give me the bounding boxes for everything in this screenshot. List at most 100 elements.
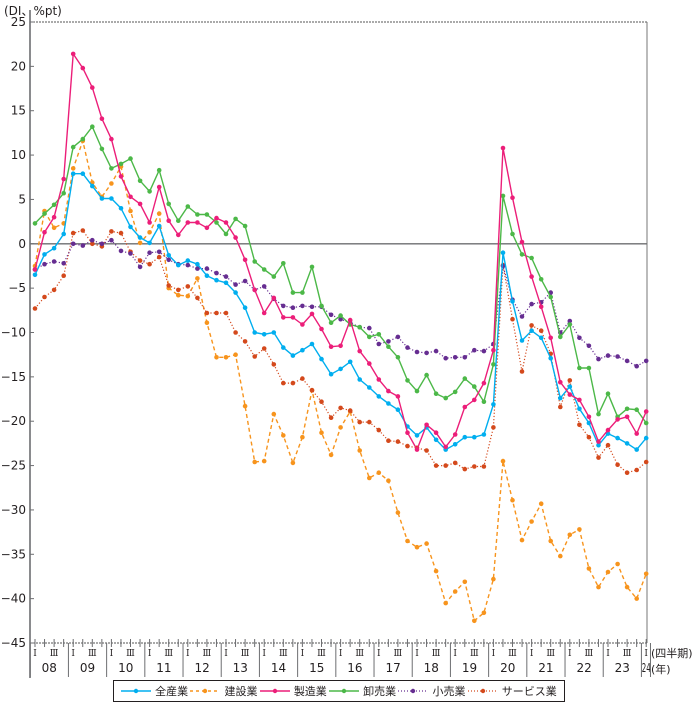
series-3 [32, 124, 649, 426]
data-point [558, 379, 563, 385]
data-point [367, 419, 372, 425]
data-point [42, 252, 47, 257]
data-point [128, 224, 133, 230]
data-point [414, 447, 420, 452]
data-point [42, 261, 47, 267]
data-point [261, 284, 267, 289]
data-point [443, 463, 449, 468]
data-point [596, 411, 601, 417]
data-point [51, 259, 57, 264]
data-point [42, 230, 47, 235]
data-point [300, 376, 305, 381]
data-point [118, 230, 124, 236]
data-point [472, 397, 477, 403]
year-label: 24 [642, 661, 651, 675]
y-tick-label: −10 [1, 326, 26, 340]
data-point [433, 348, 439, 354]
data-point [185, 220, 191, 225]
data-point [548, 294, 553, 300]
legend-swatch [329, 688, 360, 694]
data-point [328, 452, 334, 458]
data-point [519, 338, 525, 343]
data-point [204, 273, 210, 279]
series-line [34, 229, 647, 474]
year-label: 22 [576, 661, 591, 675]
data-point [32, 267, 38, 272]
data-point [643, 459, 649, 465]
data-point [319, 303, 324, 309]
data-point [309, 304, 315, 310]
data-point [118, 206, 124, 211]
data-point [309, 387, 315, 393]
year-label: 19 [462, 661, 477, 675]
quarter-label: Ⅲ [50, 649, 59, 659]
quarter-label: Ⅰ [110, 649, 114, 659]
year-label: 21 [538, 661, 553, 675]
data-point [328, 415, 334, 421]
data-point [309, 264, 315, 270]
data-point [137, 258, 143, 263]
legend-item-services: サービス業 [467, 683, 557, 699]
data-point [596, 584, 601, 590]
series-5 [32, 228, 649, 476]
series-2 [32, 51, 649, 452]
data-point [176, 232, 181, 238]
data-point [195, 276, 200, 281]
data-point [472, 434, 477, 440]
data-point [319, 326, 324, 332]
series-1 [32, 138, 649, 624]
data-point [405, 430, 410, 436]
data-point [414, 544, 420, 550]
quarter-label: Ⅲ [279, 649, 288, 659]
year-label: 08 [42, 661, 57, 675]
data-point [281, 345, 286, 350]
data-point [615, 462, 620, 468]
data-point [42, 294, 47, 300]
data-point [414, 433, 420, 438]
data-point [109, 237, 114, 243]
data-point [300, 434, 305, 440]
data-point [80, 243, 86, 248]
data-point [195, 266, 200, 271]
data-point [577, 406, 582, 412]
data-point [271, 362, 277, 367]
data-point [109, 136, 114, 142]
data-point [347, 317, 353, 323]
data-point [147, 240, 152, 246]
data-point [347, 359, 353, 365]
data-point [70, 166, 76, 171]
data-point [51, 202, 57, 208]
data-point [538, 304, 544, 310]
y-tick-label: −25 [1, 459, 26, 473]
data-point [643, 358, 649, 364]
data-point [519, 314, 525, 319]
data-point [634, 447, 639, 452]
data-point [510, 299, 515, 304]
data-point [519, 239, 525, 245]
data-point [481, 464, 487, 469]
year-label: 20 [500, 661, 515, 675]
y-tick-label: 25 [11, 15, 26, 29]
data-point [538, 277, 544, 282]
data-point [137, 201, 143, 207]
data-point [176, 287, 181, 293]
data-point [586, 566, 592, 571]
data-point [223, 220, 229, 225]
data-point [367, 325, 372, 331]
data-point [634, 467, 639, 473]
y-tick-label: −30 [1, 503, 26, 517]
legend-item-retail: 小売業 [398, 683, 465, 699]
year-label: 12 [194, 661, 209, 675]
data-point [424, 372, 429, 378]
data-point [519, 537, 525, 543]
y-axis-ticks: 25 20 15 10 5 0 −5 −10 −15 −20 −25 −30 −35 −40 −45 [1, 15, 34, 650]
data-point [338, 343, 343, 349]
data-point [586, 414, 592, 420]
x-axis-quarter-label: (四半期) [651, 646, 693, 660]
data-point [319, 399, 324, 405]
data-point [281, 433, 286, 438]
x-axis: Ⅰ Ⅲ Ⅰ Ⅲ Ⅰ Ⅲ Ⅰ Ⅲ Ⅰ Ⅲ Ⅰ Ⅲ Ⅰ Ⅲ Ⅰ Ⅲ Ⅰ Ⅲ Ⅰ Ⅲ Ⅰ Ⅲ Ⅰ Ⅲ Ⅰ Ⅲ Ⅰ Ⅲ Ⅰ Ⅲ Ⅰ Ⅲ Ⅰ 08 09 10 1… [29, 639, 651, 677]
quarter-label: Ⅰ [644, 649, 648, 659]
data-point [538, 335, 544, 341]
data-point [605, 569, 611, 575]
